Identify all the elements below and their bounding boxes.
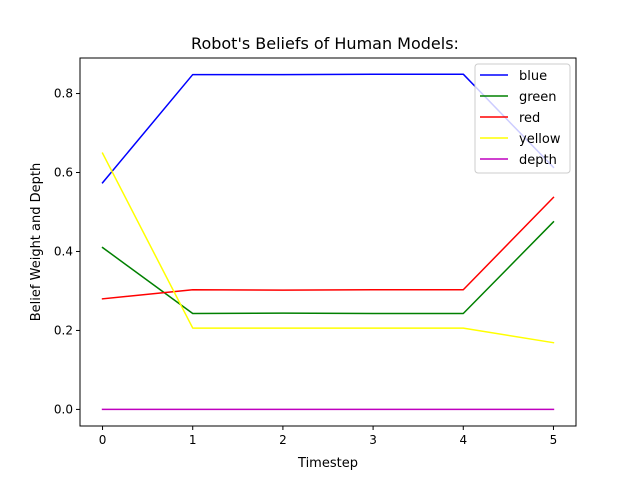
x-tick-label: 5 [550, 433, 558, 447]
legend-label-depth: depth [519, 153, 557, 168]
y-tick-label: 0.6 [54, 166, 73, 180]
series-line-red [101, 196, 555, 300]
y-tick-label: 0.4 [54, 244, 73, 258]
x-axis: 0 1 2 3 4 5 [99, 426, 558, 447]
x-tick-label: 0 [99, 433, 107, 447]
legend: blue green red yellow depth [474, 63, 571, 174]
legend-label-blue: blue [519, 69, 547, 84]
y-axis-label: Belief Weight and Depth [29, 163, 44, 321]
y-axis: 0.0 0.2 0.4 0.6 0.8 [54, 87, 80, 416]
y-tick-label: 0.8 [54, 87, 73, 101]
x-tick-label: 4 [459, 433, 467, 447]
series-line-green [101, 220, 555, 315]
chart-title: Robot's Beliefs of Human Models: [191, 34, 459, 53]
x-tick-label: 2 [279, 433, 287, 447]
y-tick-label: 0.0 [54, 402, 73, 416]
plot-frame [79, 57, 577, 427]
x-tick-label: 3 [369, 433, 377, 447]
legend-label-yellow: yellow [519, 132, 561, 147]
y-tick-label: 0.2 [54, 323, 73, 337]
x-tick-label: 1 [189, 433, 197, 447]
x-axis-label: Timestep [297, 456, 358, 471]
series-line-yellow [101, 152, 555, 344]
legend-label-green: green [519, 90, 557, 105]
legend-box [474, 63, 571, 174]
legend-label-red: red [519, 111, 540, 126]
